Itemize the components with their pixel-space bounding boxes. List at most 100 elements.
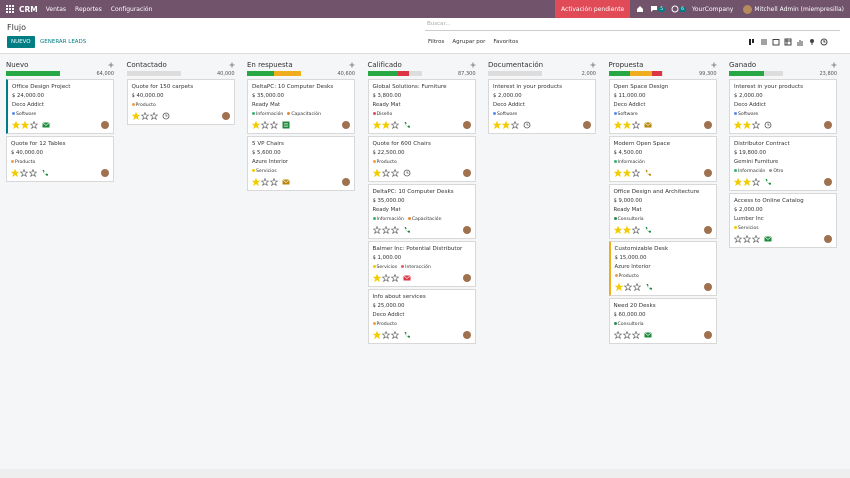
horizontal-scrollbar[interactable] [0,469,850,478]
activity-icon[interactable] [671,5,679,13]
priority-star[interactable] [622,330,631,339]
priority-star[interactable] [372,273,381,282]
priority-star[interactable] [743,177,751,186]
priority-star[interactable] [734,177,742,186]
quick-create[interactable] [349,62,355,68]
user-avatar[interactable] [743,4,753,14]
quick-create[interactable] [711,62,717,68]
new-button[interactable]: NUEVO [7,36,35,48]
priority-star[interactable] [381,273,390,282]
priority-star[interactable] [29,168,37,177]
priority-star[interactable] [734,120,742,129]
priority-star[interactable] [149,111,158,120]
activity-clock[interactable] [523,121,531,129]
map-view[interactable] [808,38,816,46]
lead-card[interactable]: Office Design and Architecture $ 9,000.00… [608,184,717,239]
quick-create[interactable] [831,62,837,68]
priority-star[interactable] [372,330,381,339]
priority-star[interactable] [270,177,278,186]
activity-phone[interactable] [764,178,772,186]
priority-star[interactable] [623,282,632,291]
activity-list[interactable] [282,121,290,129]
menu-item[interactable]: Ventas [45,5,67,13]
activity-email[interactable] [282,178,290,186]
quick-create[interactable] [108,62,114,68]
lead-card[interactable]: Open Space Design $ 11,000.00 Deco Addict S… [608,79,717,134]
list-view[interactable] [760,38,768,46]
priority-star[interactable] [12,120,20,129]
priority-star[interactable] [622,225,631,234]
lead-card[interactable]: Quote for 150 carpets $ 40,000.00 Producto [126,79,235,125]
activity-phone[interactable] [403,331,411,339]
menu-item[interactable]: Reportes [75,5,102,13]
favorites-button[interactable]: Favoritos [493,39,519,45]
lead-card[interactable]: Quote for 12 Tables $ 40,000.00 Producto [6,136,114,182]
activity-email[interactable] [42,121,50,129]
priority-star[interactable] [752,177,760,186]
priority-star[interactable] [20,168,28,177]
lead-card[interactable]: Quote for 600 Chairs $ 22,500.00 Producto [367,136,476,182]
activity-phone[interactable] [403,226,411,234]
activity-clock[interactable] [162,112,170,120]
lead-card[interactable]: Balmer Inc: Potential Distributor $ 1,000… [367,241,476,287]
lead-card[interactable]: Info about services $ 25,000.00 Deco Addic… [367,289,476,344]
priority-star[interactable] [390,120,399,129]
priority-star[interactable] [381,120,390,129]
home-icon[interactable] [636,5,644,13]
menu-item[interactable]: Configuración [110,5,153,13]
priority-star[interactable] [493,120,501,129]
activity-clock[interactable] [403,169,411,177]
priority-star[interactable] [381,330,390,339]
priority-star[interactable] [261,120,269,129]
priority-star[interactable] [743,234,751,243]
progress-segment[interactable] [651,71,663,76]
app-name[interactable]: CRM [19,4,38,14]
priority-star[interactable] [734,234,742,243]
quick-create[interactable] [470,62,476,68]
graph-view[interactable] [796,38,804,46]
kanban-view[interactable] [748,38,756,46]
progress-segment[interactable] [608,71,631,76]
lead-card[interactable]: Need 20 Desks $ 60,000.00 Consultoría [608,298,717,344]
search-input[interactable]: Buscar... [425,21,840,31]
priority-star[interactable] [631,168,640,177]
priority-star[interactable] [631,120,640,129]
priority-star[interactable] [390,273,399,282]
quick-create[interactable] [229,62,235,68]
quick-create[interactable] [590,62,596,68]
activity-phone[interactable] [644,169,652,177]
priority-star[interactable] [372,120,381,129]
priority-star[interactable] [381,168,390,177]
priority-star[interactable] [372,225,381,234]
priority-star[interactable] [381,225,390,234]
activity-clock[interactable] [764,121,772,129]
calendar-view[interactable] [772,38,780,46]
activity-email[interactable] [402,274,411,282]
activity-email[interactable] [764,235,772,243]
lead-card[interactable]: DeltaPC: 10 Computer Desks $ 35,000.00 Rea… [367,184,476,239]
activity-email[interactable] [643,121,652,129]
priority-star[interactable] [631,330,640,339]
priority-star[interactable] [30,120,38,129]
lead-card[interactable]: DeltaPC: 10 Computer Desks $ 35,000.00 Rea… [247,79,355,134]
priority-star[interactable] [613,168,622,177]
progress-segment[interactable] [729,71,765,76]
progress-segment[interactable] [247,71,274,76]
progress-segment[interactable] [630,71,652,76]
priority-star[interactable] [632,282,641,291]
priority-star[interactable] [622,168,631,177]
priority-star[interactable] [631,225,640,234]
activity-view[interactable] [820,38,828,46]
priority-star[interactable] [511,120,519,129]
priority-star[interactable] [613,330,622,339]
lead-card[interactable]: Distributor Contract $ 19,800.00 Gemini Fu… [729,136,837,191]
priority-star[interactable] [252,120,260,129]
pivot-view[interactable] [784,38,792,46]
lead-card[interactable]: Global Solutions: Furniture $ 3,800.00 Rea… [367,79,476,134]
priority-star[interactable] [131,111,140,120]
priority-star[interactable] [613,225,622,234]
activation-warning[interactable]: Activación pendiente [555,0,631,18]
lead-card[interactable]: Customizable Desk $ 15,000.00 Azure Interi… [608,241,717,296]
activity-phone[interactable] [41,169,49,177]
activity-phone[interactable] [645,283,653,291]
